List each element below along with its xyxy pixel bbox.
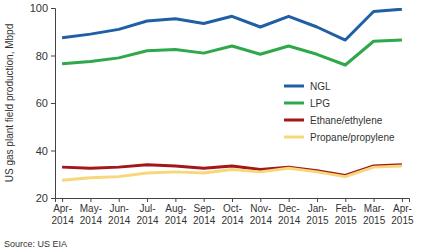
legend-label: Ethane/ethylene xyxy=(310,115,383,126)
y-tick: 60 xyxy=(36,97,55,109)
y-tick: 20 xyxy=(36,192,55,204)
x-tick-label: Sep-2014 xyxy=(193,203,216,226)
series-line xyxy=(62,40,402,65)
x-tick-label: Jan-2015 xyxy=(306,203,329,226)
x-tick-label: Mar-2015 xyxy=(363,203,386,226)
x-tick: Mar-2015 xyxy=(363,198,386,226)
lines xyxy=(62,9,402,180)
legend-label: Propane/propylene xyxy=(310,132,395,143)
legend-swatch xyxy=(284,136,304,139)
x-tick-label: Apr-2014 xyxy=(51,203,74,226)
x-tick-mark xyxy=(90,198,91,202)
y-tick-mark xyxy=(51,56,55,57)
y-tick: 80 xyxy=(36,50,55,62)
series-line xyxy=(62,166,402,180)
y-axis: 20 40 60 80 100 xyxy=(30,2,56,204)
x-tick-label: Nov-2014 xyxy=(250,203,273,226)
x-tick-mark xyxy=(345,198,346,202)
legend: NGL LPG Ethane/ethylene Propane/propylene xyxy=(284,81,395,143)
y-tick-label: 20 xyxy=(36,192,48,204)
x-tick: Nov-2014 xyxy=(250,198,273,226)
x-tick: Apr-2015 xyxy=(391,198,414,226)
y-tick-mark xyxy=(51,198,55,199)
x-tick: Jul-2014 xyxy=(136,198,159,226)
x-tick-label: Jul-2014 xyxy=(136,203,159,226)
y-tick-label: 100 xyxy=(30,2,48,14)
x-tick-label: Aug-2014 xyxy=(165,203,188,226)
legend-entry: Ethane/ethylene xyxy=(284,115,383,126)
x-tick: Apr-2014 xyxy=(51,198,74,226)
y-axis-line xyxy=(51,9,56,199)
x-tick-mark xyxy=(204,198,205,202)
x-tick: Sep-2014 xyxy=(193,198,216,226)
x-tick: Feb-2015 xyxy=(335,198,358,226)
chart: 20 40 60 80 100 Apr-2014 May-2014Jun-2014Jul-2… xyxy=(0,0,421,251)
x-tick: Jun-2014 xyxy=(108,198,131,226)
x-tick: Dec-2014 xyxy=(278,198,301,226)
series-line xyxy=(62,9,402,40)
y-tick-label: 80 xyxy=(36,50,48,62)
x-tick-label: Apr-2015 xyxy=(391,203,414,226)
y-tick-label: 60 xyxy=(36,97,48,109)
x-tick-mark xyxy=(119,198,120,202)
y-tick-mark xyxy=(51,103,55,104)
x-tick: Aug-2014 xyxy=(165,198,188,226)
legend-entry: Propane/propylene xyxy=(284,132,395,143)
x-tick-label: Feb-2015 xyxy=(335,203,358,226)
x-tick-mark xyxy=(402,198,403,202)
x-tick-label: May-2014 xyxy=(80,203,103,226)
x-tick-mark xyxy=(232,198,233,202)
legend-label: LPG xyxy=(310,98,330,109)
source: Source: US EIA xyxy=(4,239,67,249)
x-tick: May-2014 xyxy=(80,198,103,226)
x-tick: Oct-2014 xyxy=(221,198,244,226)
x-tick-mark xyxy=(289,198,290,202)
y-tick-mark xyxy=(51,151,55,152)
y-tick-mark xyxy=(51,8,55,9)
x-tick-mark xyxy=(175,198,176,202)
y-tick-label: 40 xyxy=(36,145,48,157)
legend-label: NGL xyxy=(310,81,331,92)
x-tick: Jan-2015 xyxy=(306,198,329,226)
x-tick-label: Dec-2014 xyxy=(278,203,301,226)
x-axis: Apr-2014 May-2014Jun-2014Jul-2014 Aug-2014… xyxy=(51,198,414,226)
legend-swatch xyxy=(284,119,304,122)
y-tick: 40 xyxy=(36,145,55,157)
x-tick-mark xyxy=(62,198,63,202)
y-tick: 100 xyxy=(30,2,55,14)
x-tick-label: Jun-2014 xyxy=(108,203,131,226)
x-tick-mark xyxy=(374,198,375,202)
x-tick-mark xyxy=(260,198,261,202)
legend-swatch xyxy=(284,85,304,88)
x-tick-mark xyxy=(317,198,318,202)
x-tick-mark xyxy=(147,198,148,202)
legend-swatch xyxy=(284,102,304,105)
legend-entry: NGL xyxy=(284,81,331,92)
legend-entry: LPG xyxy=(284,98,330,109)
plot: 20 40 60 80 100 Apr-2014 May-2014Jun-2014Jul-2… xyxy=(30,2,414,226)
x-axis-line xyxy=(56,199,410,203)
x-tick-label: Oct-2014 xyxy=(221,203,244,226)
y-axis-title: US gas plant field production, Mbpd xyxy=(4,24,15,182)
